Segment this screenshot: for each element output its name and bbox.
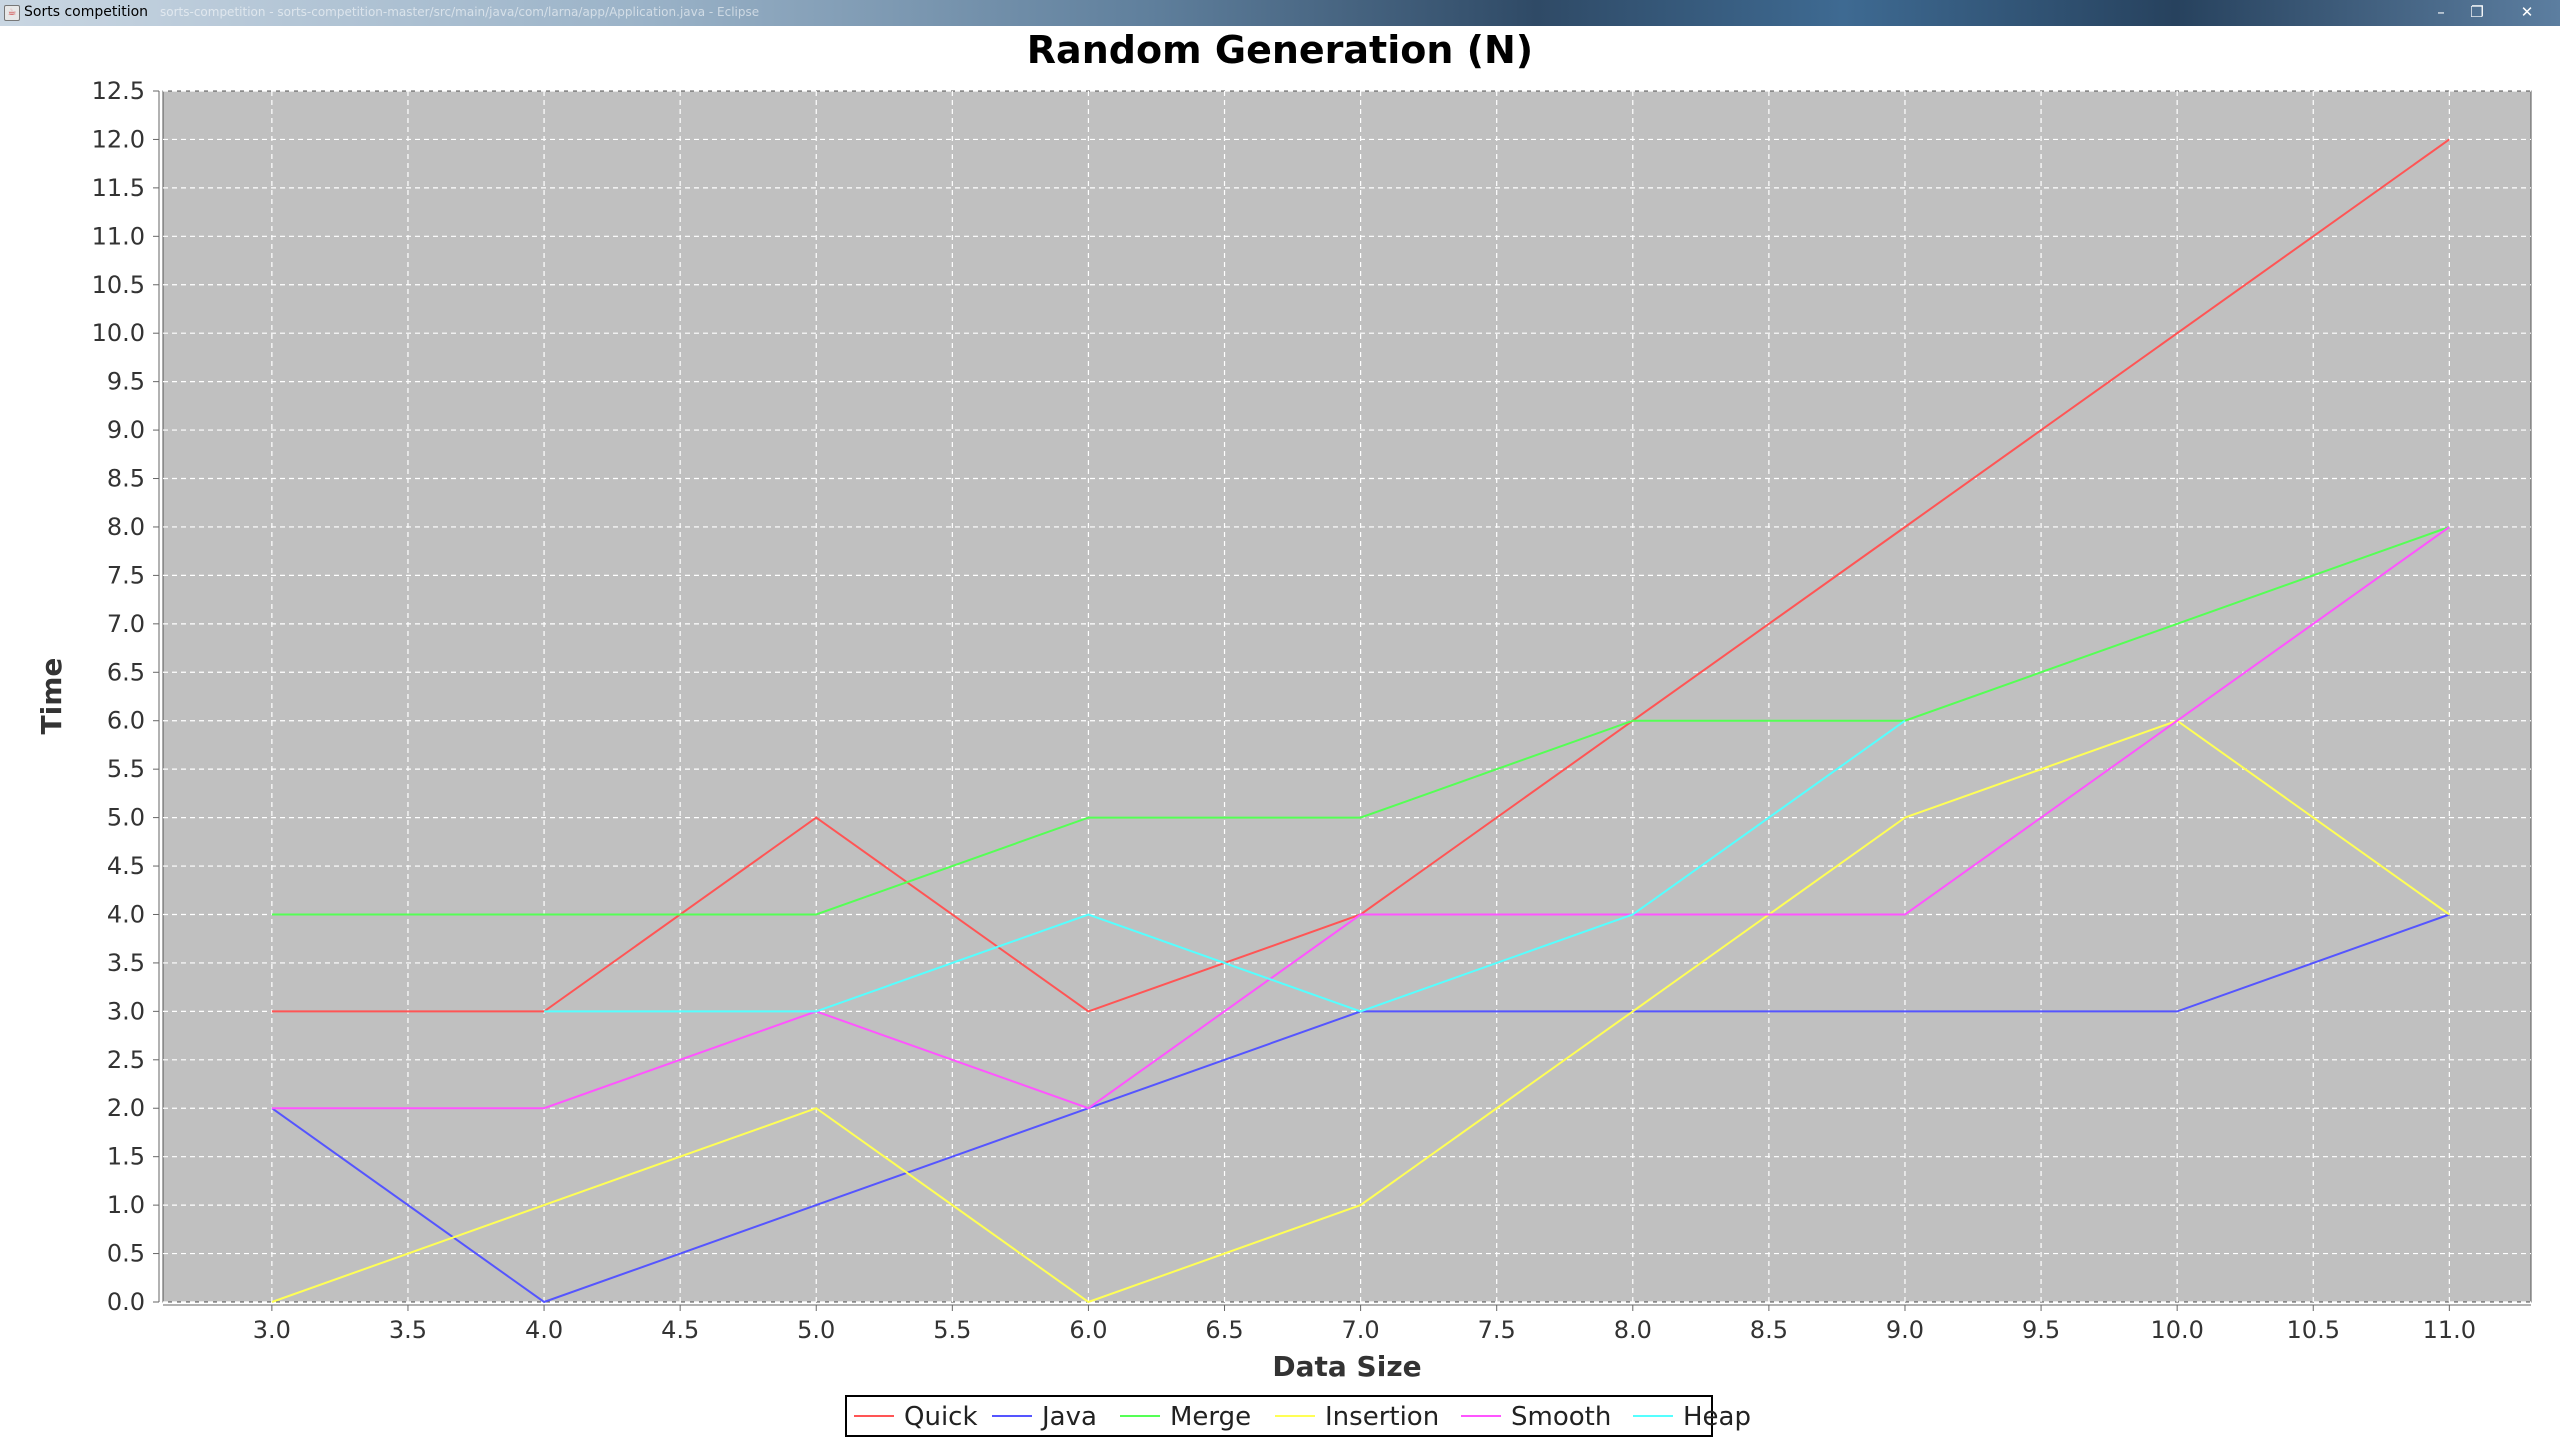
y-tick-label: 12.0 [92,125,145,153]
y-tick-label: 12.5 [92,77,145,105]
legend-label: Smooth [1511,1402,1611,1432]
y-tick-label: 8.5 [107,465,145,493]
window-path: sorts-competition - sorts-competition-ma… [160,5,760,19]
y-tick-label: 8.0 [107,513,145,541]
y-tick-label: 2.0 [107,1094,145,1122]
x-axis: 3.0 3.5 4.0 4.5 5.0 5.5 6.0 6.5 7.0 7.5 8.0 8.5 9.0 9… [163,1304,2531,1344]
legend-label: Quick [904,1402,978,1432]
y-tick-label: 9.5 [107,368,145,396]
minimize-icon[interactable]: – [2437,3,2445,21]
x-tick-label: 4.0 [525,1316,563,1344]
x-tick-label: 3.5 [389,1316,427,1344]
series-line-insertion [271,719,2450,1304]
y-tick-label: 7.5 [107,561,145,589]
series-line-smooth [271,526,2450,1110]
y-tick-label: 7.0 [107,610,145,638]
x-tick-label: 9.5 [2022,1316,2060,1344]
x-tick-label: 4.5 [661,1316,699,1344]
legend: Quick Java Merge Insertion Smooth Heap [845,1395,1751,1437]
x-tick-label: 8.0 [1614,1316,1652,1344]
y-tick-label: 10.5 [92,271,145,299]
line-chart: Random Generation (N) 3.0 3.5 4.0 4.5 5.0 5.5… [35,28,2532,1437]
y-tick-label: 4.0 [107,900,145,928]
series-line-heap [544,719,1906,1013]
java-app-icon: ☕ [4,5,20,21]
y-tick-label: 4.5 [107,852,145,880]
x-tick-label: 5.5 [933,1316,971,1344]
x-tick-label: 10.0 [2150,1316,2203,1344]
y-tick-label: 6.5 [107,658,145,686]
x-tick-label: 7.5 [1478,1316,1516,1344]
x-tick-label: 6.0 [1069,1316,1107,1344]
y-tick-label: 1.0 [107,1191,145,1219]
y-axis: 0.0 0.5 1.0 1.5 2.0 2.5 3.0 3.5 4.0 4.5 5.0 5.5 6.0 6… [92,77,160,1316]
window-title: Sorts competition [24,4,149,20]
y-axis-label: Time [35,658,68,735]
y-tick-label: 6.0 [107,707,145,735]
y-tick-label: 11.5 [92,174,145,202]
x-tick-label: 9.0 [1886,1316,1924,1344]
chart-title: Random Generation (N) [1027,28,1533,72]
legend-label: Java [1040,1402,1097,1432]
legend-label: Heap [1683,1402,1751,1432]
x-tick-label: 7.0 [1342,1316,1380,1344]
y-tick-label: 9.0 [107,416,145,444]
y-tick-label: 3.0 [107,997,145,1025]
y-tick-label: 0.5 [107,1240,145,1268]
window-titlebar: ☕ Sorts competition sorts-competition - … [0,0,2560,26]
series-line-merge [271,526,2450,916]
restore-icon[interactable]: ❐ [2470,3,2484,21]
y-tick-label: 5.0 [107,804,145,832]
x-tick-label: 5.0 [797,1316,835,1344]
legend-label: Insertion [1325,1402,1439,1432]
x-tick-label: 8.5 [1750,1316,1788,1344]
close-icon[interactable]: ✕ [2520,3,2534,21]
y-tick-label: 0.0 [107,1288,145,1316]
plot-area [162,90,2532,1303]
grid-lines [163,90,2531,1303]
y-tick-label: 5.5 [107,755,145,783]
x-tick-label: 3.0 [253,1316,291,1344]
y-tick-label: 1.5 [107,1143,145,1171]
y-tick-label: 3.5 [107,949,145,977]
legend-label: Merge [1170,1402,1251,1432]
x-axis-label: Data Size [1272,1350,1421,1383]
x-tick-label: 10.5 [2287,1316,2340,1344]
series-lines [271,138,2450,1304]
y-tick-label: 2.5 [107,1046,145,1074]
y-tick-label: 10.0 [92,319,145,347]
x-tick-label: 6.5 [1205,1316,1243,1344]
x-tick-label: 11.0 [2423,1316,2476,1344]
y-tick-label: 11.0 [92,222,145,250]
